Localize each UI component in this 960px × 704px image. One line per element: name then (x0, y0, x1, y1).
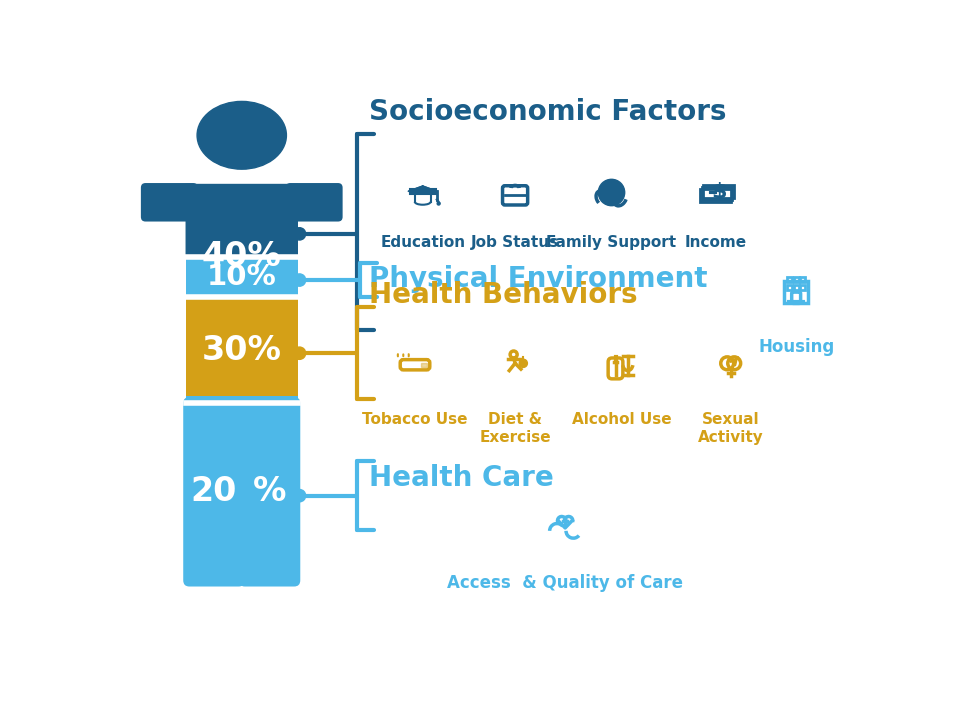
Text: 30%: 30% (202, 334, 281, 367)
FancyBboxPatch shape (183, 397, 245, 586)
FancyBboxPatch shape (141, 183, 198, 222)
FancyBboxPatch shape (410, 189, 436, 194)
Text: Diet &
Exercise: Diet & Exercise (479, 413, 551, 445)
Text: Family Support: Family Support (546, 235, 677, 251)
Text: 40%: 40% (202, 241, 281, 273)
Circle shape (294, 274, 305, 287)
Polygon shape (408, 186, 437, 194)
Circle shape (519, 359, 527, 367)
Text: Tobacco Use: Tobacco Use (362, 413, 468, 427)
Text: Housing: Housing (758, 338, 834, 356)
Text: 20: 20 (191, 475, 237, 508)
FancyBboxPatch shape (286, 183, 343, 222)
FancyBboxPatch shape (185, 257, 298, 297)
FancyBboxPatch shape (239, 397, 300, 586)
Circle shape (294, 489, 305, 502)
FancyBboxPatch shape (185, 184, 298, 257)
Ellipse shape (197, 101, 286, 169)
FancyBboxPatch shape (421, 363, 426, 367)
Circle shape (294, 347, 305, 359)
Text: Education: Education (380, 235, 466, 251)
Circle shape (437, 202, 440, 205)
Text: Health Care: Health Care (369, 464, 554, 492)
Circle shape (294, 227, 305, 240)
Text: Health Behaviors: Health Behaviors (369, 282, 637, 310)
Text: Job Status: Job Status (471, 235, 559, 251)
FancyBboxPatch shape (185, 297, 298, 403)
FancyBboxPatch shape (185, 184, 298, 257)
Text: %: % (252, 475, 286, 508)
Text: Socioeconomic Factors: Socioeconomic Factors (369, 98, 727, 126)
Text: Income: Income (684, 235, 746, 251)
Text: $: $ (711, 182, 727, 202)
FancyBboxPatch shape (185, 396, 298, 411)
Text: Physical Environment: Physical Environment (369, 265, 708, 293)
Text: Access  & Quality of Care: Access & Quality of Care (447, 574, 684, 592)
Text: 10%: 10% (206, 263, 276, 291)
Text: Sexual
Activity: Sexual Activity (698, 413, 763, 445)
Text: Alcohol Use: Alcohol Use (571, 413, 671, 427)
